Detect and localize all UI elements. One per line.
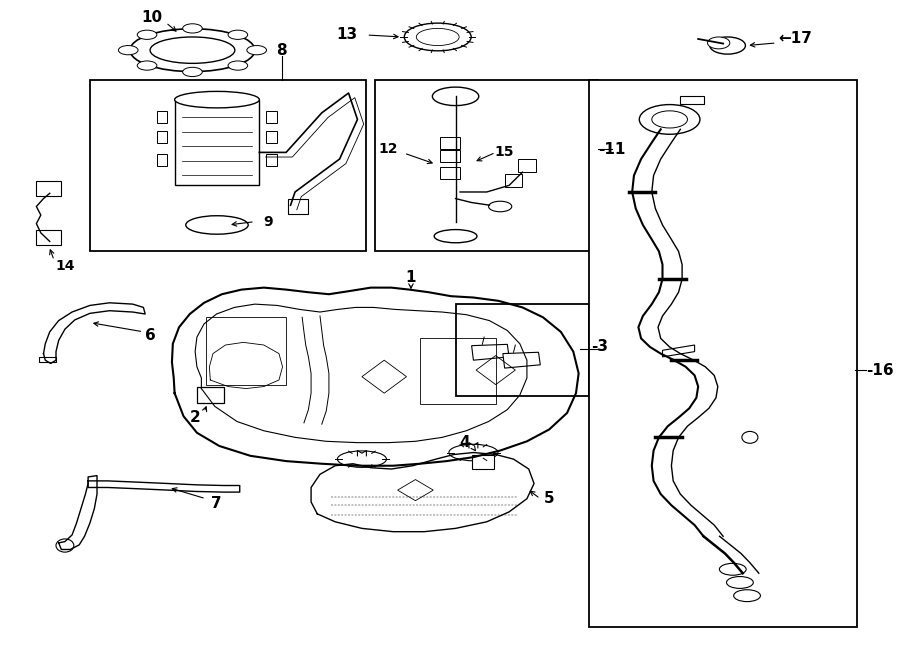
Polygon shape (439, 167, 460, 178)
Text: 5: 5 (544, 491, 554, 506)
Polygon shape (266, 111, 277, 123)
Ellipse shape (185, 215, 248, 234)
Polygon shape (455, 304, 590, 397)
Ellipse shape (710, 37, 745, 54)
Text: 6: 6 (145, 329, 156, 343)
Text: -11: -11 (598, 141, 626, 157)
Ellipse shape (404, 23, 472, 51)
Ellipse shape (719, 563, 746, 575)
Ellipse shape (228, 30, 248, 40)
Ellipse shape (247, 46, 266, 55)
Polygon shape (157, 131, 167, 143)
Ellipse shape (137, 30, 157, 40)
Ellipse shape (432, 87, 479, 106)
Text: 13: 13 (337, 28, 357, 42)
Ellipse shape (489, 201, 512, 212)
Polygon shape (266, 131, 277, 143)
Polygon shape (157, 111, 167, 123)
Polygon shape (266, 154, 277, 166)
Polygon shape (197, 387, 224, 403)
Polygon shape (288, 199, 308, 214)
Polygon shape (518, 159, 536, 173)
Ellipse shape (228, 61, 248, 70)
Polygon shape (36, 181, 61, 196)
Polygon shape (472, 455, 494, 469)
Polygon shape (36, 230, 61, 245)
Ellipse shape (119, 46, 138, 55)
Ellipse shape (726, 576, 753, 588)
Text: 14: 14 (55, 259, 75, 273)
Polygon shape (503, 352, 540, 368)
Polygon shape (157, 154, 167, 166)
Ellipse shape (734, 590, 760, 602)
Ellipse shape (175, 91, 259, 108)
Ellipse shape (449, 444, 498, 461)
Ellipse shape (434, 229, 477, 243)
Polygon shape (439, 137, 460, 149)
Ellipse shape (183, 67, 202, 77)
Ellipse shape (742, 432, 758, 444)
Text: 8: 8 (276, 43, 287, 58)
Text: 15: 15 (495, 145, 515, 159)
Text: ←17: ←17 (778, 32, 813, 46)
Polygon shape (90, 80, 366, 251)
Ellipse shape (183, 24, 202, 33)
Polygon shape (472, 344, 509, 360)
Polygon shape (590, 80, 857, 627)
Ellipse shape (338, 451, 386, 467)
Ellipse shape (639, 104, 700, 134)
Text: 2: 2 (190, 410, 201, 425)
Text: 12: 12 (379, 142, 399, 156)
Polygon shape (680, 96, 704, 104)
Ellipse shape (137, 61, 157, 70)
Polygon shape (175, 100, 259, 185)
Ellipse shape (707, 37, 730, 49)
Polygon shape (505, 174, 523, 186)
Polygon shape (375, 80, 598, 251)
Text: -16: -16 (866, 363, 894, 377)
Text: 1: 1 (406, 270, 416, 286)
Text: 4: 4 (459, 435, 470, 450)
Polygon shape (662, 345, 695, 357)
Circle shape (56, 539, 74, 552)
Text: 9: 9 (264, 215, 273, 229)
Polygon shape (439, 151, 460, 163)
Text: -3: -3 (591, 340, 608, 354)
Text: 10: 10 (142, 10, 163, 24)
Text: 7: 7 (212, 496, 221, 511)
